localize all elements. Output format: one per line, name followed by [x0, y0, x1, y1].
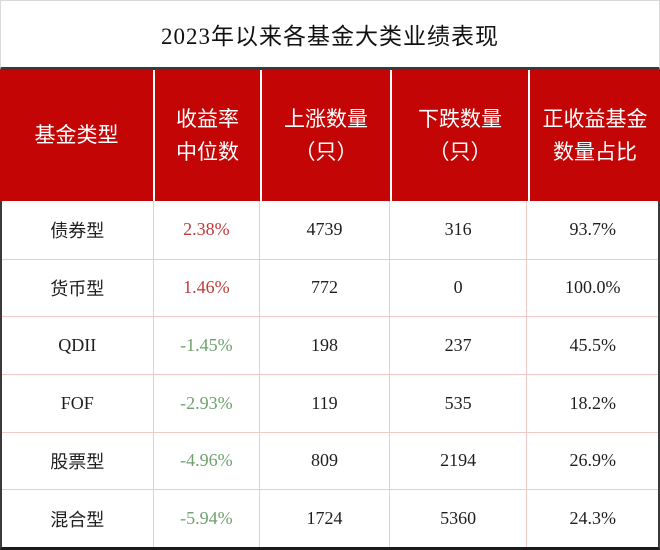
cell-median-return: -2.93%: [152, 375, 260, 432]
table-row: FOF -2.93% 119 535 18.2%: [2, 374, 658, 432]
cell-down-count: 535: [388, 375, 527, 432]
column-header-up-count: 上涨数量（只）: [260, 70, 390, 201]
cell-positive-ratio: 24.3%: [526, 490, 658, 547]
cell-fund-type: 股票型: [50, 451, 105, 472]
cell-median-return: 1.46%: [152, 259, 260, 317]
column-header-positive-ratio: 正收益基金数量占比: [528, 70, 660, 201]
cell-fund-type: QDII: [58, 335, 97, 356]
cell-down-count: 2194: [388, 432, 527, 490]
cell-fund-type: 货币型: [50, 278, 105, 299]
cell-median-return: -4.96%: [152, 432, 260, 490]
cell-positive-ratio: 18.2%: [526, 375, 658, 432]
cell-up-count: 1724: [259, 490, 389, 547]
cell-down-count: 316: [388, 201, 527, 259]
table-row: QDII -1.45% 198 237 45.5%: [2, 316, 658, 374]
cell-positive-ratio: 100.0%: [526, 259, 658, 317]
column-header-fund-type: 基金类型: [34, 123, 119, 148]
cell-median-return: 2.38%: [152, 201, 260, 259]
table-row: 混合型 -5.94% 1724 5360 24.3%: [2, 489, 658, 547]
cell-down-count: 0: [388, 259, 527, 317]
table-row: 债券型 2.38% 4739 316 93.7%: [2, 201, 658, 259]
cell-up-count: 772: [259, 259, 389, 317]
cell-median-return: -5.94%: [152, 490, 260, 547]
cell-fund-type: 混合型: [50, 509, 105, 530]
table-header: 基金类型 收益率中位数 上涨数量（只） 下跌数量（只） 正收益基金数量占比: [0, 70, 660, 201]
cell-median-return: -1.45%: [152, 317, 260, 374]
column-header-median-return: 收益率中位数: [153, 70, 260, 201]
table-row: 货币型 1.46% 772 0 100.0%: [2, 258, 658, 317]
table-row: 股票型 -4.96% 809 2194 26.9%: [2, 431, 658, 490]
cell-up-count: 119: [259, 375, 389, 432]
cell-fund-type: FOF: [60, 392, 94, 413]
cell-fund-type: 债券型: [50, 220, 105, 241]
cell-up-count: 198: [259, 317, 389, 374]
table-body: 债券型 2.38% 4739 316 93.7% 货币型 1.46% 772 0…: [0, 201, 660, 550]
cell-positive-ratio: 93.7%: [526, 201, 658, 259]
cell-positive-ratio: 26.9%: [526, 432, 658, 490]
cell-down-count: 237: [388, 317, 527, 374]
table-title: 2023年以来各基金大类业绩表现: [0, 0, 660, 70]
column-header-down-count: 下跌数量（只）: [390, 70, 528, 201]
cell-up-count: 809: [259, 432, 389, 490]
cell-positive-ratio: 45.5%: [526, 317, 658, 374]
cell-up-count: 4739: [259, 201, 389, 259]
cell-down-count: 5360: [388, 490, 527, 547]
